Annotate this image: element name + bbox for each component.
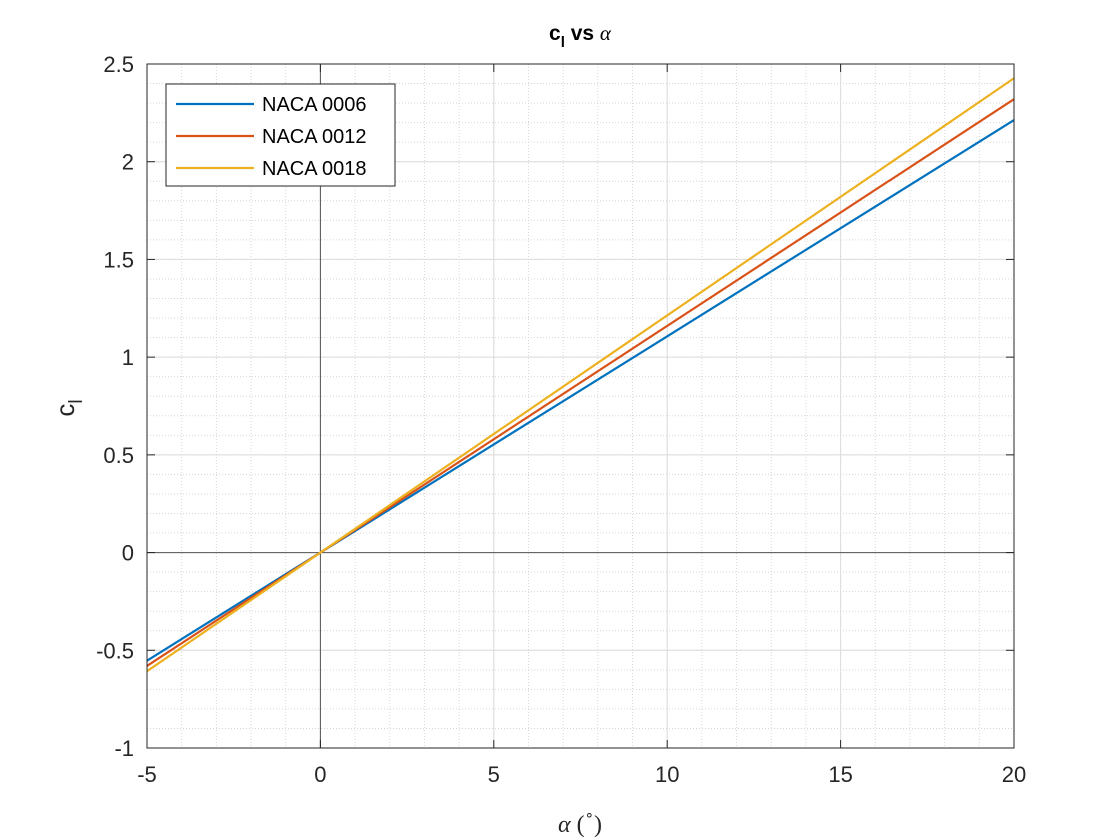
title-vs: vs (565, 22, 600, 45)
x-tick-label: -5 (137, 762, 157, 787)
y-tick-label: -0.5 (96, 638, 134, 663)
series-line (146, 77, 1015, 673)
y-tick-label: -1 (114, 736, 134, 761)
x-axis-open: ( (571, 812, 585, 838)
x-tick-label: 20 (1002, 762, 1026, 787)
axes-box (146, 63, 1015, 749)
y-tick-label: 1 (122, 345, 134, 370)
y-tick-label: 0.5 (103, 443, 134, 468)
y-axis-label: cl (50, 399, 87, 416)
title-alpha: α (600, 21, 612, 45)
ticks: -5 0 5 10 15 20 -1 -0.5 0 0.5 1 1.5 2 2.5 (96, 52, 1026, 787)
legend-label: NACA 0006 (262, 94, 367, 116)
legend-label: NACA 0012 (262, 126, 367, 148)
x-axis-degree: ∘ (585, 808, 594, 824)
y-axis-subscript: l (66, 399, 87, 403)
y-tick-label: 2.5 (103, 52, 134, 77)
chart-title: cl vs α (549, 21, 612, 51)
x-tick-label: 0 (314, 762, 326, 787)
x-tick-label: 5 (488, 762, 500, 787)
plot-lines (146, 77, 1015, 673)
title-subscript: l (561, 34, 565, 51)
x-axis-close: ) (594, 812, 602, 838)
y-tick-label: 0 (122, 541, 134, 566)
x-axis-label: α (∘) (558, 808, 602, 838)
legend-label: NACA 0018 (262, 158, 367, 180)
title-main: c (549, 22, 561, 45)
y-tick-label: 2 (122, 150, 134, 175)
y-tick-label: 1.5 (103, 247, 134, 272)
legend: NACA 0006 NACA 0012 NACA 0018 (165, 83, 396, 187)
y-axis-main: c (50, 404, 80, 417)
x-tick-label: 10 (655, 762, 679, 787)
x-tick-label: 15 (828, 762, 852, 787)
x-axis-alpha: α (558, 812, 571, 838)
